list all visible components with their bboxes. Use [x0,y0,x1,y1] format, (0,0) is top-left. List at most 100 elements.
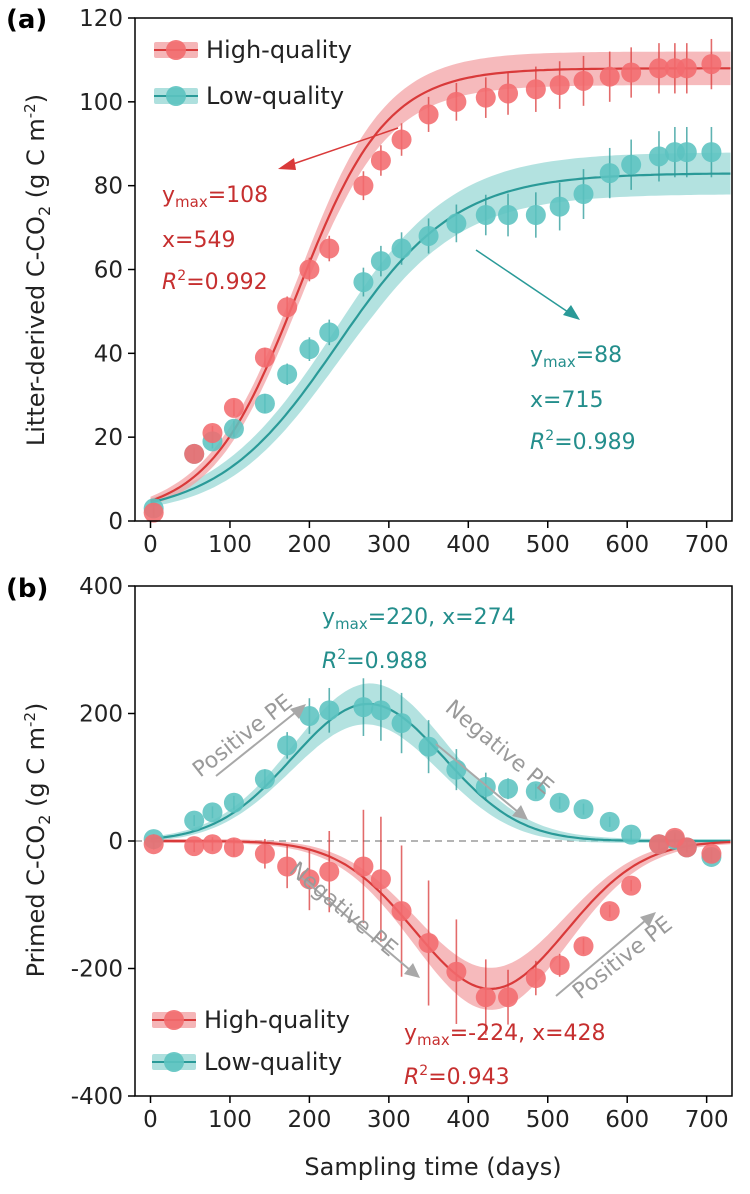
panel-a-high-point [599,66,620,87]
panel-a-high-point [525,79,546,100]
low-r2-text: R2=0.989 [530,428,636,455]
panel-b-low-point [391,713,412,734]
legend-high-label: High-quality [206,36,352,64]
panel-a-x-tick-label: 0 [143,532,158,558]
panel-b-high-point [573,936,594,957]
panel-a-high-point [184,443,205,464]
panel-a-low-fit-curve [150,172,731,504]
low-x-text: x=715 [530,388,603,413]
panel-b-high-point [184,836,205,857]
panel-b-high-point [319,861,340,882]
panel-b-label: (b) [6,574,48,604]
panel-b-low-point [549,792,570,813]
panel-b-low-point [353,697,374,718]
panel-a-x-tick-label: 500 [526,532,570,558]
panel-a-high-point [446,91,467,112]
panel-b-high-point [549,955,570,976]
panel-a-high-point [202,422,223,443]
panel-b-y-tick-label: 200 [79,702,123,728]
positive-pe-arrow-upper [215,711,297,777]
panel-b-low-point [277,735,298,756]
legend-b-low-label: Low-quality [204,1048,342,1076]
high-r2-text: R2=0.992 [162,268,268,295]
panel-a-x-tick-label: 100 [208,532,252,558]
panel-a-high-point [254,347,275,368]
panel-a-x-tick-label: 400 [446,532,490,558]
panel-a-low-point [391,238,412,259]
panel-a-y-tick-label: 40 [94,341,123,367]
panel-b-low-point [599,811,620,832]
panel-a-x-tick-label: 600 [605,532,649,558]
panel-b-x-tick-label: 500 [526,1107,570,1133]
panel-a-high-point [549,75,570,96]
positive-pe-arrowhead-upper [290,704,306,719]
panel-a-label: (a) [6,5,47,35]
panel-b-high-point [370,869,391,890]
panel-a-low-point [701,142,722,163]
panel-b-fit-bands [150,683,731,1010]
panel-a-low-point [621,154,642,175]
panel-b-low-point [223,792,244,813]
panel-b-high-point [353,856,374,877]
panel-b-y-axis-label: Primed C-CO2 (g C m-2) [21,703,54,978]
negative-pe-arrowhead-upper [512,805,528,820]
panel-b-high-fit-band [150,839,731,1010]
panel-a-low-point [223,418,244,439]
panel-b-high-point [299,869,320,890]
panel-a-y-tick-label: 0 [108,509,123,535]
panel-a-high-point [143,502,164,523]
panel-a-low-annotation: ymax=88 x=715 R2=0.989 [530,343,636,455]
legend-low-marker [166,86,186,106]
panel-a-x-tick-label: 700 [685,532,729,558]
panel-b-high-point [676,837,697,858]
panel-a-high-point [648,58,669,79]
panel-a-low-point [676,142,697,163]
panel-a-low-point [370,251,391,272]
panel-a-high-point [223,397,244,418]
panel-a-low-point [446,213,467,234]
panel-b-high-point [418,933,439,953]
panel-a-low-point [299,339,320,360]
panel-a-low-point [418,225,439,246]
x-axis-label: Sampling time (days) [304,1153,561,1181]
high-fit-arrowhead [278,158,296,170]
panel-a-high-fit-band [150,51,731,506]
panel-b-high-point [277,856,298,877]
legend-b-high-marker [164,1010,184,1030]
panel-b-high-point [254,843,275,864]
panel-a-high-point [418,104,439,125]
panel-b-low-fit-band [150,683,731,843]
panel-a-legend: High-quality Low-quality [154,36,352,110]
panel-b-high-point [223,837,244,858]
high-ymax-text: ymax=108 [162,183,268,211]
low-ymax-text: ymax=88 [530,343,622,371]
panel-a-low-point [475,205,496,226]
panel-a-high-point [676,58,697,79]
panel-a-ticks: 0 100 200 300 400 500 600 700 0 20 40 60 80 100 120 [79,6,729,558]
panel-a-low-point [599,163,620,184]
panel-a-x-tick-label: 300 [367,532,411,558]
panel-b-high-point [525,968,546,989]
panel-a-low-point [498,205,519,226]
panel-a-high-annotation: ymax=108 x=549 R2=0.992 [162,183,268,295]
panel-b-high-point [475,987,496,1008]
panel-b-legend: High-quality Low-quality [152,1006,350,1076]
panel-b-high-fit-curve [150,839,731,991]
panel-a-low-point [549,196,570,217]
panel-b-low-point [319,700,340,721]
panel-b-high-point [202,834,223,855]
panel-a-y-tick-label: 100 [79,90,123,116]
panel-a-y-tick-label: 60 [94,258,123,284]
panel-b-high-point [648,834,669,855]
legend-high-marker [166,40,186,60]
panel-a-y-axis-label: Litter-derived C-CO2 (g C m-2) [21,94,54,446]
negative-pe-arrow-upper [435,743,519,813]
panel-a-high-point [475,87,496,108]
low-fit-arrowhead [563,305,580,320]
panel-a-y-tick-label: 120 [79,6,123,32]
b-low-r2-text: R2=0.988 [322,647,428,674]
panel-b-low-annotation: ymax=220, x=274 R2=0.988 [322,605,516,674]
panel-b-x-tick-label: 200 [287,1107,331,1133]
panel-b-high-point [599,901,620,922]
